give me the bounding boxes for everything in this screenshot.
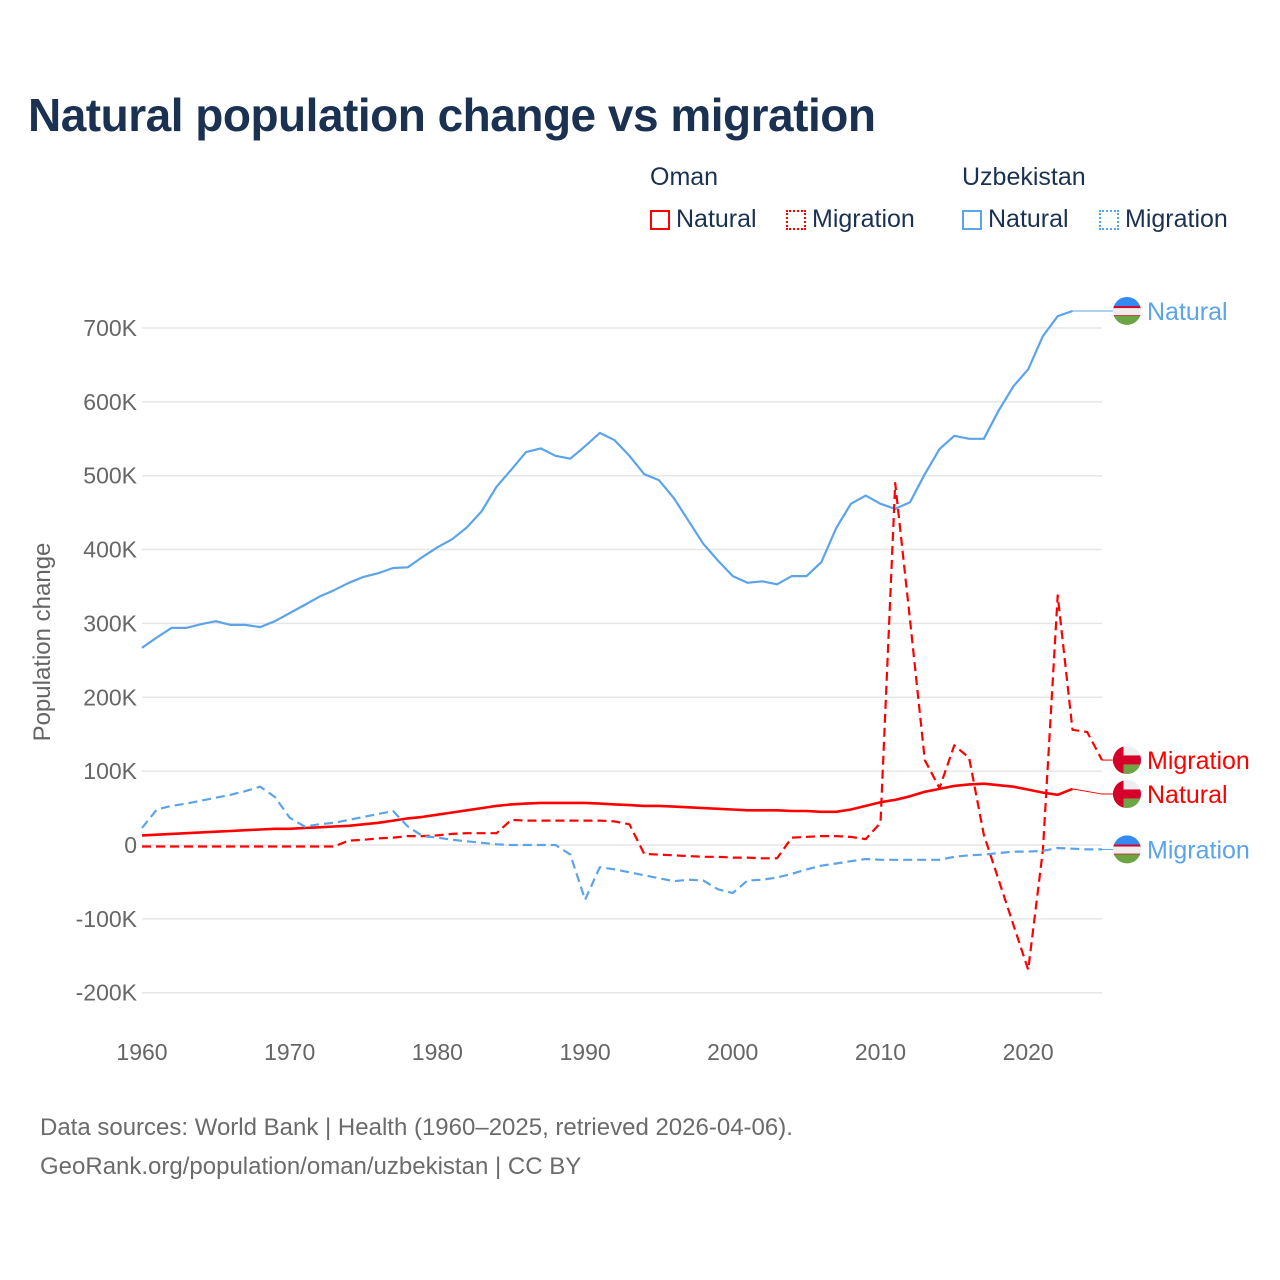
- y-tick-label: 400K: [83, 537, 137, 563]
- x-tick-label: 2020: [1003, 1039, 1054, 1065]
- x-tick-label: 1960: [116, 1039, 167, 1065]
- legend-swatch-dotted: [1099, 209, 1119, 230]
- legend-label: Migration: [812, 205, 915, 233]
- end-label-text: Migration: [1147, 747, 1250, 775]
- footer: Data sources: World Bank | Health (1960–…: [40, 1108, 793, 1186]
- y-tick-label: 0: [124, 832, 137, 858]
- end-label-oman-natural: Natural: [1072, 780, 1228, 809]
- y-tick-label: 100K: [83, 758, 137, 784]
- series-line-oman-natural: [141, 782, 1073, 837]
- legend-label: Migration: [1125, 205, 1228, 233]
- x-tick-label: 2010: [855, 1039, 906, 1065]
- connector-line: [1072, 788, 1113, 795]
- legend-group-oman: Oman: [650, 163, 719, 191]
- y-tick-label: 500K: [83, 463, 137, 489]
- oman-flag-icon: [1113, 780, 1141, 809]
- x-tick-label: 1990: [559, 1039, 610, 1065]
- legend-item-uzbekistan-natural[interactable]: Natural: [962, 205, 1069, 234]
- legend-swatch-solid: [962, 209, 982, 230]
- y-tick-label: 600K: [83, 389, 137, 415]
- source-link[interactable]: GeoRank.org/population/oman/uzbekistan |…: [40, 1153, 582, 1180]
- series-line-uzbekistan-migration: [141, 785, 1102, 901]
- line-chart: Population change -200K -100K 0 100K 200K 300…: [29, 296, 1250, 1065]
- legend-item-oman-migration[interactable]: Migration: [786, 205, 915, 234]
- legend-swatch-dotted: [786, 209, 806, 230]
- legend-item-uzbekistan-migration[interactable]: Migration: [1099, 205, 1228, 234]
- end-label-uzbekistan-migration: Migration: [1102, 835, 1250, 864]
- legend-label: Natural: [676, 205, 757, 233]
- y-axis-label: Population change: [29, 543, 56, 742]
- oman-flag-icon: [1113, 746, 1141, 775]
- data-source: Data sources: World Bank | Health (1960–…: [40, 1114, 793, 1141]
- series-line-uzbekistan-natural: [141, 309, 1073, 649]
- uzbekistan-flag-icon: [1113, 835, 1141, 864]
- legend-item-oman-natural[interactable]: Natural: [650, 205, 757, 234]
- series-line-oman-migration: [142, 482, 1103, 971]
- y-tick-label: 300K: [83, 610, 137, 636]
- end-label-text: Natural: [1147, 781, 1228, 809]
- y-tick-label: -100K: [76, 906, 138, 932]
- uzbekistan-flag-icon: [1113, 296, 1141, 325]
- legend-group-uzbekistan: Uzbekistan: [962, 163, 1086, 191]
- legend-label: Natural: [988, 205, 1069, 233]
- y-tick-label: 700K: [83, 315, 137, 341]
- legend-swatch-solid: [650, 209, 670, 230]
- chart-title: Natural population change vs migration: [28, 89, 876, 141]
- y-tick-label: 200K: [83, 684, 137, 710]
- end-label-oman-migration: Migration: [1102, 746, 1250, 775]
- x-tick-label: 2000: [707, 1039, 758, 1065]
- end-label-text: Migration: [1147, 836, 1250, 864]
- end-label-uzbekistan-natural: Natural: [1072, 296, 1228, 326]
- y-tick-label: -200K: [76, 980, 138, 1006]
- end-label-text: Natural: [1147, 298, 1228, 326]
- x-tick-label: 1980: [412, 1039, 463, 1065]
- x-tick-label: 1970: [264, 1039, 315, 1065]
